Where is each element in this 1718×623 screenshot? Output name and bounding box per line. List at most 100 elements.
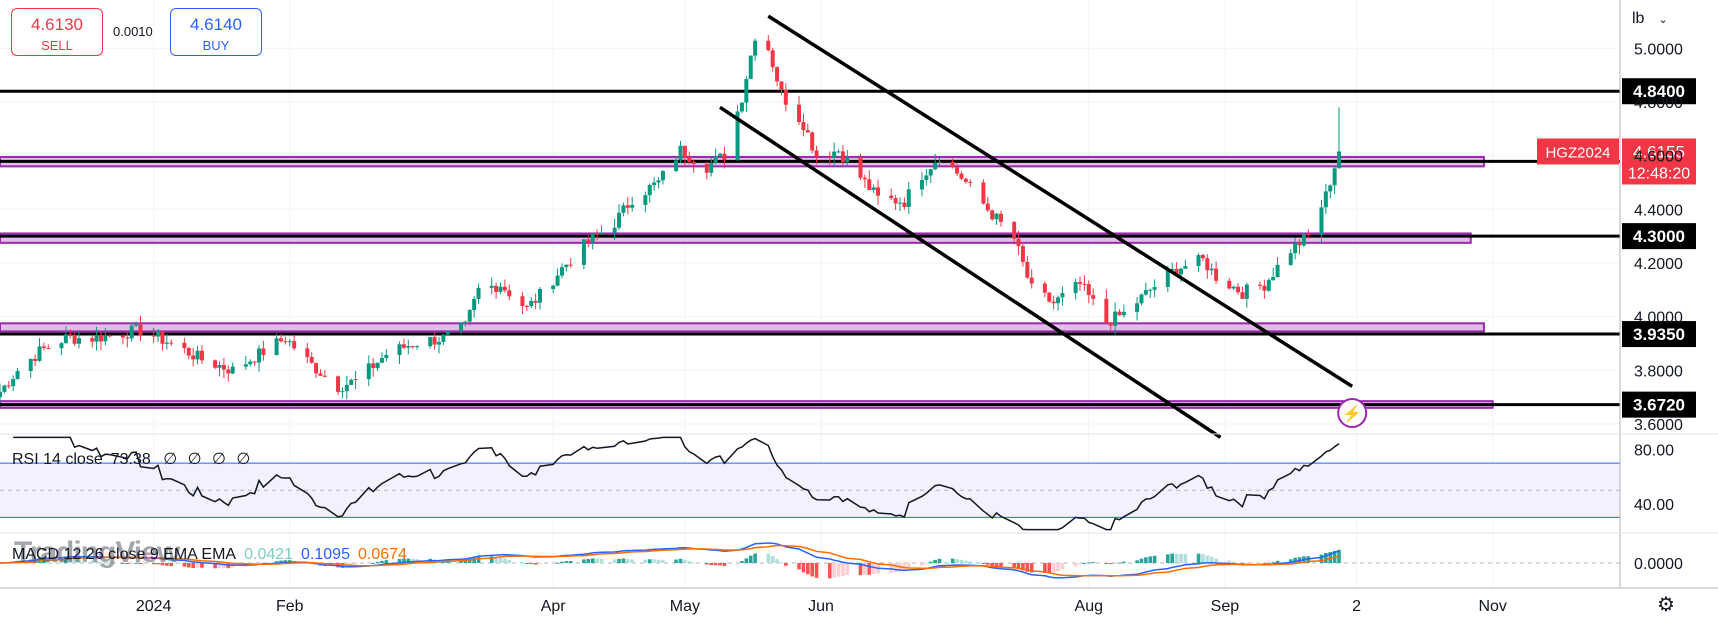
macd-hist-bar	[1196, 553, 1201, 563]
candle-body	[1196, 255, 1201, 267]
candle-body	[1012, 221, 1017, 239]
macd-hist-bar	[661, 559, 665, 563]
candle-body	[1332, 168, 1337, 186]
macd-hist-bar	[986, 563, 990, 565]
candle-body	[213, 360, 218, 368]
rsi-title: RSI 14 close	[12, 451, 103, 468]
candle-body	[292, 341, 297, 349]
macd-hist-bar	[107, 562, 112, 564]
time-tick-label: Sep	[1211, 598, 1240, 615]
symbol-label: HGZ2024	[1545, 144, 1610, 161]
candle-body	[63, 334, 68, 344]
macd-hist-bar	[217, 563, 222, 569]
sell-button[interactable]: 4.6130 SELL	[11, 8, 103, 56]
price-tick-label: 4.2000	[1634, 256, 1683, 273]
candle-body	[1152, 286, 1157, 290]
candle-body	[590, 233, 595, 243]
macd-hist-bar	[652, 559, 656, 563]
candle-body	[371, 363, 376, 369]
candle-body	[406, 346, 411, 348]
candle-body	[15, 371, 20, 380]
unit-selector[interactable]: lb ⌄	[1632, 10, 1668, 28]
macd-hist-bar	[165, 563, 169, 566]
macd-hist-bar	[595, 558, 599, 563]
rsi-legend[interactable]: RSI 14 close 73.38 ∅ ∅ ∅ ∅	[12, 449, 250, 469]
macd-hist-bar	[283, 560, 288, 563]
macd-hist-bar	[1231, 561, 1236, 563]
candle-body	[625, 205, 630, 208]
candle-body	[612, 227, 617, 233]
macd-hist-bar	[1135, 560, 1139, 563]
macd-hist-bar	[279, 560, 283, 563]
level-label: 3.6720	[1633, 396, 1685, 415]
candle-body	[1183, 266, 1188, 269]
candle-body	[1060, 293, 1065, 298]
candle-body	[713, 156, 718, 164]
candle-body	[779, 81, 784, 91]
candle-body	[217, 365, 222, 368]
candle-body	[564, 264, 569, 268]
candle-body	[1262, 285, 1267, 291]
candle-body	[950, 161, 955, 168]
candle-body	[11, 379, 16, 387]
candle-body	[1148, 289, 1153, 291]
channel-line	[767, 14, 1354, 388]
candle-body	[836, 151, 841, 153]
candle-body	[287, 341, 292, 343]
macd-hist-bar	[599, 558, 604, 563]
candle-body	[344, 384, 349, 392]
candle-body	[1236, 286, 1241, 293]
candle-body	[555, 275, 560, 286]
candle-body	[718, 153, 722, 157]
candle-body	[230, 366, 235, 374]
gear-icon[interactable]: ⚙	[1657, 594, 1675, 616]
macd-legend[interactable]: MACD 12 26 close 9 EMA EMA 0.0421 0.1095 0.…	[12, 546, 407, 564]
rsi-line	[13, 436, 1340, 531]
time-tick-label: May	[670, 598, 700, 615]
macd-hist-bar	[801, 563, 806, 573]
macd-hist-bar	[626, 558, 630, 563]
candle-body	[283, 341, 288, 343]
candle-body	[1056, 297, 1061, 304]
candle-body	[1086, 284, 1091, 296]
lightning-glyph: ⚡	[1342, 404, 1362, 423]
macd-hist-bar	[590, 558, 595, 563]
candle-body	[1301, 234, 1306, 246]
candle-body	[674, 160, 679, 172]
macd-hist-bar	[867, 563, 872, 575]
macd-hist-bar	[529, 563, 534, 564]
candle-body	[94, 335, 99, 342]
candle-body	[1165, 270, 1170, 287]
candle-body	[709, 163, 714, 173]
macd-signal-value: 0.0674	[357, 546, 407, 563]
macd-hist-bar	[68, 558, 73, 563]
candle-body	[801, 122, 806, 131]
candle-body	[353, 379, 358, 381]
candle-body	[586, 239, 591, 243]
macd-hist-bar	[472, 557, 476, 563]
candle-body	[656, 180, 661, 183]
buy-button[interactable]: 4.6140 BUY	[170, 8, 262, 56]
candle-body	[704, 163, 709, 173]
candle-body	[858, 157, 863, 178]
candle-body	[753, 40, 758, 56]
price-tick-label: 4.4000	[1634, 202, 1683, 219]
last-price-box	[1622, 138, 1696, 185]
candle-body	[744, 78, 749, 103]
macd-hist-bar	[586, 558, 591, 563]
candle-body	[0, 391, 2, 398]
macd-hist-bar	[77, 559, 81, 563]
candle-body	[1297, 242, 1302, 246]
macd-hist-bar	[1166, 554, 1170, 563]
candle-body	[783, 90, 788, 105]
spread-value: 0.0010	[113, 24, 153, 39]
macd-hist-bar	[37, 557, 42, 563]
candle-body	[397, 344, 402, 356]
candle-body	[805, 130, 810, 133]
macd-hist-bar	[832, 563, 836, 578]
candle-body	[840, 151, 845, 163]
macd-hist-bar	[195, 563, 200, 568]
macd-hist-bar	[871, 563, 876, 575]
macd-hist-bar	[103, 562, 108, 564]
